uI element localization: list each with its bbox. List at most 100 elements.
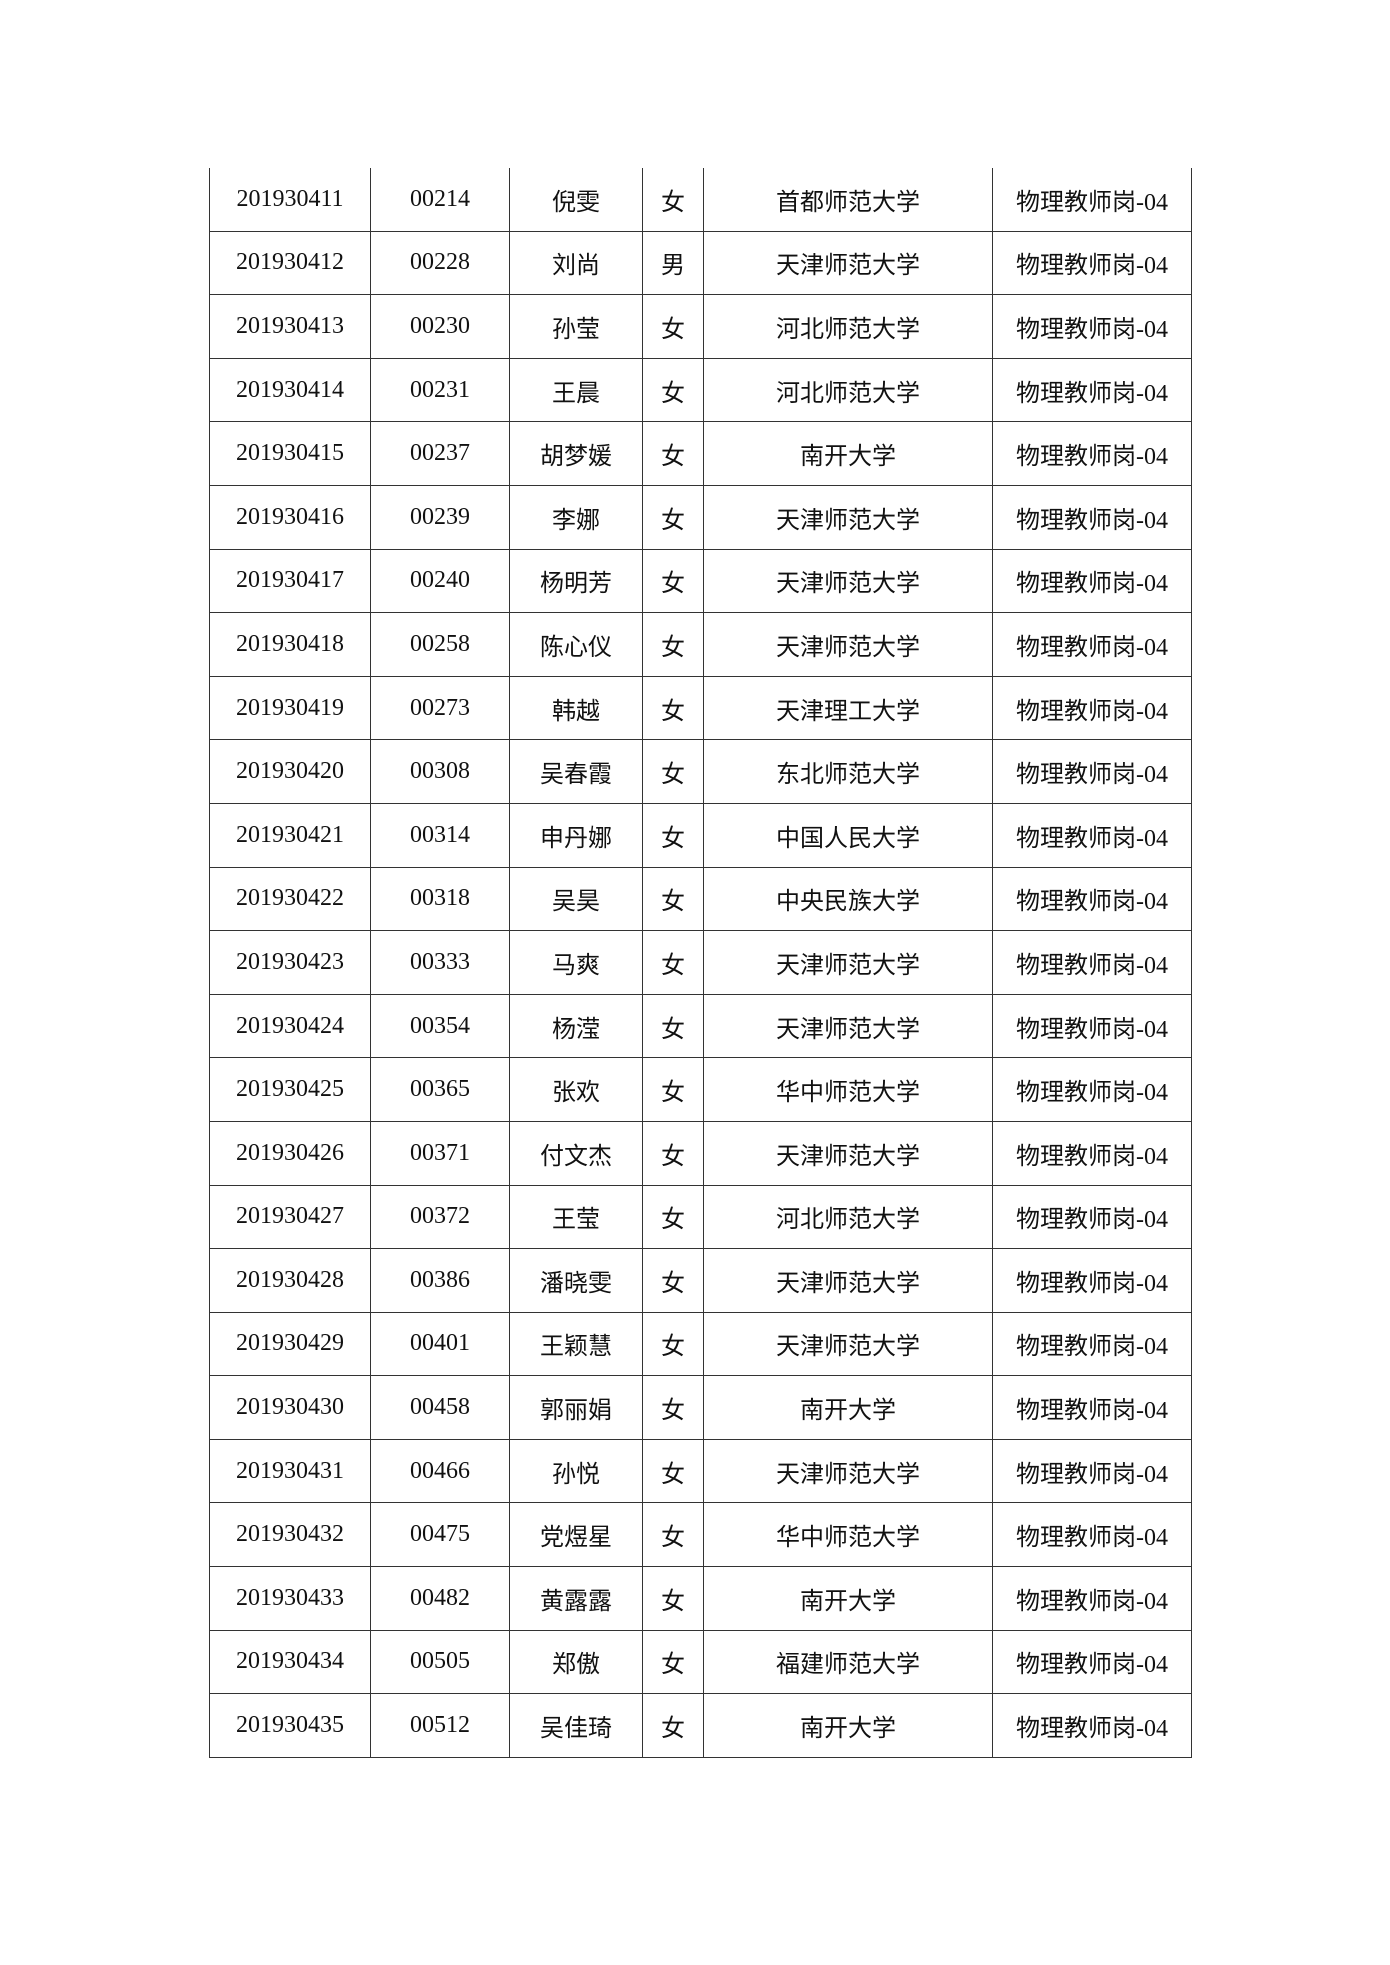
cell-name: 陈心仪 bbox=[509, 612, 643, 677]
table-row: 201930420 00308 吴春霞女东北师范大学 物理教师岗-04 bbox=[209, 739, 1192, 804]
cell-applicant-number: 00365 bbox=[370, 1057, 510, 1122]
cell-school: 中央民族大学 bbox=[703, 866, 993, 932]
cell-position: 物理教师岗-04 bbox=[992, 1184, 1192, 1250]
cell-exam-number: 201930421 bbox=[209, 802, 371, 868]
cell-position: 物理教师岗-04 bbox=[992, 866, 1192, 932]
cell-applicant-number: 00214 bbox=[370, 168, 510, 232]
cell-gender: 女 bbox=[642, 993, 704, 1059]
cell-position: 物理教师岗-04 bbox=[992, 1248, 1192, 1313]
table-row: 201930433 00482 黄露露女南开大学 物理教师岗-04 bbox=[209, 1566, 1192, 1631]
cell-gender: 女 bbox=[642, 548, 704, 614]
cell-applicant-number: 00230 bbox=[370, 294, 510, 359]
cell-name: 黄露露 bbox=[509, 1566, 643, 1631]
table-row: 201930428 00386 潘晓雯女天津师范大学 物理教师岗-04 bbox=[209, 1248, 1192, 1313]
cell-position: 物理教师岗-04 bbox=[992, 357, 1192, 423]
cell-school: 东北师范大学 bbox=[703, 739, 993, 804]
cell-exam-number: 201930423 bbox=[209, 930, 371, 995]
cell-gender: 女 bbox=[642, 1184, 704, 1250]
cell-position: 物理教师岗-04 bbox=[992, 1693, 1192, 1758]
cell-position: 物理教师岗-04 bbox=[992, 1502, 1192, 1568]
cell-applicant-number: 00258 bbox=[370, 612, 510, 677]
cell-applicant-number: 00371 bbox=[370, 1120, 510, 1186]
cell-school: 首都师范大学 bbox=[703, 168, 993, 232]
cell-exam-number: 201930424 bbox=[209, 993, 371, 1059]
table-row: 201930412 00228 刘尚男天津师范大学 物理教师岗-04 bbox=[209, 230, 1192, 296]
table-row: 201930416 00239 李娜女天津师范大学 物理教师岗-04 bbox=[209, 484, 1192, 550]
cell-exam-number: 201930419 bbox=[209, 675, 371, 741]
cell-name: 刘尚 bbox=[509, 230, 643, 296]
cell-exam-number: 201930426 bbox=[209, 1120, 371, 1186]
table-row: 201930418 00258 陈心仪女天津师范大学 物理教师岗-04 bbox=[209, 612, 1192, 677]
cell-exam-number: 201930430 bbox=[209, 1375, 371, 1440]
cell-name: 申丹娜 bbox=[509, 802, 643, 868]
cell-applicant-number: 00308 bbox=[370, 739, 510, 804]
cell-gender: 女 bbox=[642, 802, 704, 868]
cell-exam-number: 201930414 bbox=[209, 357, 371, 423]
cell-school: 天津师范大学 bbox=[703, 1438, 993, 1504]
cell-name: 潘晓雯 bbox=[509, 1248, 643, 1313]
cell-position: 物理教师岗-04 bbox=[992, 1629, 1192, 1695]
cell-applicant-number: 00228 bbox=[370, 230, 510, 296]
table-row: 201930425 00365 张欢女华中师范大学 物理教师岗-04 bbox=[209, 1057, 1192, 1122]
cell-exam-number: 201930434 bbox=[209, 1629, 371, 1695]
cell-gender: 女 bbox=[642, 357, 704, 423]
cell-applicant-number: 00333 bbox=[370, 930, 510, 995]
cell-exam-number: 201930428 bbox=[209, 1248, 371, 1313]
cell-position: 物理教师岗-04 bbox=[992, 168, 1192, 232]
table-row: 201930427 00372 王莹女河北师范大学 物理教师岗-04 bbox=[209, 1184, 1192, 1250]
cell-position: 物理教师岗-04 bbox=[992, 675, 1192, 741]
cell-position: 物理教师岗-04 bbox=[992, 294, 1192, 359]
candidate-table: 201930411 00214 倪雯女首都师范大学 物理教师岗-04 201930412… bbox=[209, 168, 1192, 1758]
cell-exam-number: 201930433 bbox=[209, 1566, 371, 1631]
table-row: 201930422 00318 吴昊女中央民族大学 物理教师岗-04 bbox=[209, 866, 1192, 932]
cell-school: 华中师范大学 bbox=[703, 1057, 993, 1122]
cell-school: 天津师范大学 bbox=[703, 1311, 993, 1377]
cell-position: 物理教师岗-04 bbox=[992, 1057, 1192, 1122]
cell-position: 物理教师岗-04 bbox=[992, 230, 1192, 296]
cell-gender: 女 bbox=[642, 866, 704, 932]
cell-school: 天津师范大学 bbox=[703, 1120, 993, 1186]
cell-name: 付文杰 bbox=[509, 1120, 643, 1186]
cell-position: 物理教师岗-04 bbox=[992, 1120, 1192, 1186]
cell-gender: 女 bbox=[642, 421, 704, 486]
cell-exam-number: 201930429 bbox=[209, 1311, 371, 1377]
table-row: 201930414 00231 王晨女河北师范大学 物理教师岗-04 bbox=[209, 357, 1192, 423]
cell-school: 福建师范大学 bbox=[703, 1629, 993, 1695]
cell-exam-number: 201930425 bbox=[209, 1057, 371, 1122]
cell-exam-number: 201930432 bbox=[209, 1502, 371, 1568]
cell-school: 南开大学 bbox=[703, 1566, 993, 1631]
cell-name: 孙莹 bbox=[509, 294, 643, 359]
cell-exam-number: 201930416 bbox=[209, 484, 371, 550]
cell-gender: 女 bbox=[642, 1248, 704, 1313]
cell-school: 天津师范大学 bbox=[703, 612, 993, 677]
cell-position: 物理教师岗-04 bbox=[992, 612, 1192, 677]
cell-name: 王颖慧 bbox=[509, 1311, 643, 1377]
cell-name: 孙悦 bbox=[509, 1438, 643, 1504]
cell-school: 天津师范大学 bbox=[703, 993, 993, 1059]
cell-school: 天津师范大学 bbox=[703, 484, 993, 550]
cell-gender: 女 bbox=[642, 1502, 704, 1568]
table-row: 201930424 00354 杨滢女天津师范大学 物理教师岗-04 bbox=[209, 993, 1192, 1059]
cell-name: 郑傲 bbox=[509, 1629, 643, 1695]
cell-position: 物理教师岗-04 bbox=[992, 548, 1192, 614]
cell-name: 郭丽娟 bbox=[509, 1375, 643, 1440]
cell-name: 马爽 bbox=[509, 930, 643, 995]
cell-position: 物理教师岗-04 bbox=[992, 739, 1192, 804]
cell-position: 物理教师岗-04 bbox=[992, 993, 1192, 1059]
cell-name: 倪雯 bbox=[509, 168, 643, 232]
cell-applicant-number: 00372 bbox=[370, 1184, 510, 1250]
cell-applicant-number: 00314 bbox=[370, 802, 510, 868]
table-row: 201930435 00512 吴佳琦女南开大学 物理教师岗-04 bbox=[209, 1693, 1192, 1758]
cell-applicant-number: 00231 bbox=[370, 357, 510, 423]
cell-school: 天津师范大学 bbox=[703, 548, 993, 614]
table-row: 201930430 00458 郭丽娟女南开大学 物理教师岗-04 bbox=[209, 1375, 1192, 1440]
cell-school: 河北师范大学 bbox=[703, 1184, 993, 1250]
cell-school: 天津师范大学 bbox=[703, 1248, 993, 1313]
table-row: 201930419 00273 韩越女天津理工大学 物理教师岗-04 bbox=[209, 675, 1192, 741]
cell-exam-number: 201930415 bbox=[209, 421, 371, 486]
table-row: 201930429 00401 王颖慧女天津师范大学 物理教师岗-04 bbox=[209, 1311, 1192, 1377]
cell-gender: 女 bbox=[642, 1057, 704, 1122]
cell-exam-number: 201930431 bbox=[209, 1438, 371, 1504]
cell-school: 河北师范大学 bbox=[703, 357, 993, 423]
cell-exam-number: 201930435 bbox=[209, 1693, 371, 1758]
